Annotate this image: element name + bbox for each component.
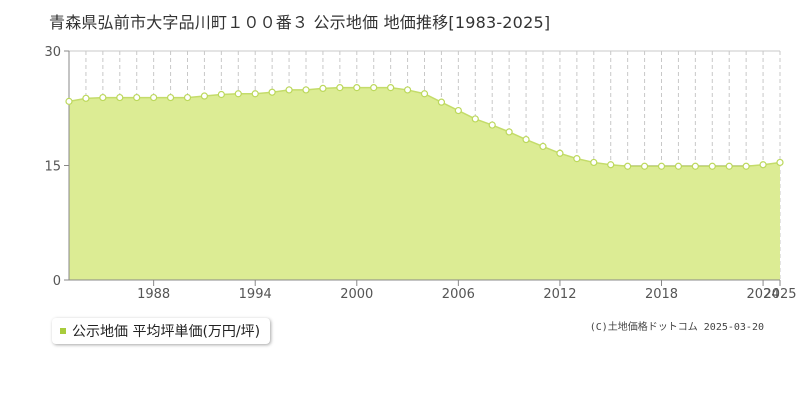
data-point [65,97,73,105]
data-point [691,162,699,170]
data-point [133,93,141,102]
data-point [234,90,242,98]
data-point [657,162,666,170]
x-tick-label: 2025 [763,287,796,302]
data-point [437,98,446,106]
chart-title: 青森県弘前市大字品川町１００番３ 公示地価 地価推移[1983-2025] [49,13,551,32]
data-point [403,86,412,94]
data-point [200,92,209,100]
data-point [488,121,496,129]
data-point [590,158,598,167]
data-point [471,115,479,123]
data-point [522,135,530,144]
data-point [336,84,344,92]
data-point [776,158,784,167]
data-point [99,93,107,102]
data-point [607,161,615,169]
data-point [640,162,649,170]
y-tick-label: 15 [44,160,61,175]
x-tick-label: 1994 [239,287,272,302]
series-area [69,87,780,280]
data-point [150,93,158,102]
data-point [116,93,124,102]
legend-label: 公示地価 平均坪単価(万円/坪) [72,324,261,340]
data-point [454,106,462,115]
data-point [353,84,361,92]
data-point [708,162,716,170]
data-point [370,84,378,92]
data-point [217,90,225,99]
data-point [387,84,395,92]
data-point [268,88,276,96]
data-point [319,84,327,93]
data-point [183,93,192,102]
x-tick-label: 2012 [543,287,576,302]
x-tick-label: 2024 [747,287,780,302]
data-point [556,149,564,157]
legend-swatch [60,328,66,334]
data-point [302,86,310,94]
data-point [505,128,513,136]
data-point [759,161,767,169]
data-point [251,90,259,98]
y-tick-label: 0 [53,274,61,289]
x-tick-label: 2000 [340,287,373,302]
data-point [539,142,547,151]
axis-layer [64,50,781,286]
marker-layer [65,84,784,170]
data-point [166,93,175,102]
x-tick-label: 1988 [137,287,170,302]
data-point [420,90,429,98]
data-point [82,94,90,102]
x-tick-label: 2018 [645,287,678,302]
data-point [285,86,293,94]
y-tick-label: 30 [44,45,61,60]
data-point [725,162,733,170]
data-point [573,155,581,163]
data-point [674,162,683,170]
data-point [624,162,632,170]
area-layer [68,86,781,280]
x-tick-label: 2006 [442,287,475,302]
data-point [742,162,750,170]
copyright-text: (C)土地価格ドットコム 2025-03-20 [589,322,764,333]
legend: 公示地価 平均坪単価(万円/坪) [52,318,271,344]
